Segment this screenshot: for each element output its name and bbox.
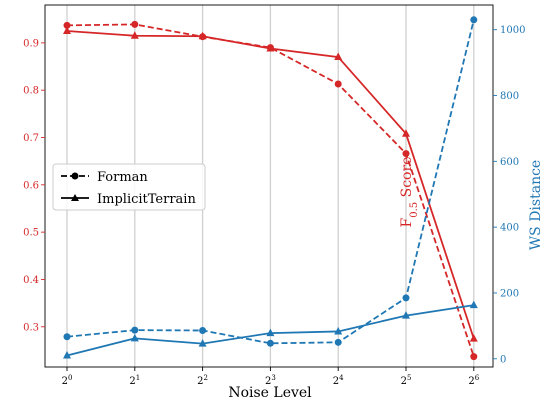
series-1-point-4 (334, 52, 343, 61)
series-2-point-4 (334, 338, 342, 346)
x-tick-label-1: 21 (129, 374, 140, 387)
series-3-point-5 (402, 311, 410, 319)
right-tick-label-4: 800 (500, 91, 519, 102)
legend-forman-label: Forman (97, 170, 148, 185)
series-1-point-0 (63, 26, 71, 35)
left-tick-label-0: 0.3 (23, 322, 39, 333)
x-tick-label-3: 23 (265, 374, 276, 387)
right-tick-label-2: 400 (500, 223, 519, 234)
right-tick-label-5: 1000 (500, 25, 525, 36)
right-tick-label-3: 600 (500, 157, 519, 168)
left-axis-label-main: F (399, 217, 415, 227)
left-tick-label-1: 0.4 (23, 275, 39, 286)
series-0-point-5 (402, 150, 410, 158)
series-2-point-3 (266, 339, 274, 347)
series-1-point-1 (130, 31, 139, 39)
left-tick-label-2: 0.5 (23, 228, 39, 239)
series-1-point-3 (266, 44, 275, 52)
left-axis-label-sub: 0.5 (409, 202, 420, 218)
legend-box (52, 163, 206, 211)
right-tick-label-0: 0 (500, 354, 506, 365)
series-1-point-5 (402, 129, 410, 137)
axes (44, 4, 494, 368)
series-0-point-0 (63, 21, 71, 29)
x-axis-label: Noise Level (228, 385, 312, 401)
right-tick-label-1: 200 (500, 288, 519, 299)
series-2-point-1 (131, 326, 139, 334)
series-0-point-4 (334, 80, 342, 88)
x-tick-label-2: 22 (197, 374, 208, 387)
series-0-point-1 (131, 20, 139, 28)
series-group (63, 16, 478, 361)
left-tick-label-4: 0.7 (23, 133, 39, 144)
plot-frame (44, 4, 494, 368)
legend: Forman ImplicitTerrain (52, 163, 206, 211)
left-axis-label-rest: Score (399, 157, 415, 202)
legend-implicitterrain-label: ImplicitTerrain (97, 192, 196, 207)
series-1-point-6 (469, 334, 478, 342)
x-tick-label-6: 26 (468, 374, 479, 387)
legend-forman-marker (71, 172, 79, 180)
left-tick-label-5: 0.8 (23, 86, 39, 97)
right-axis-label: WS Distance (528, 160, 540, 250)
left-tick-label-6: 0.9 (23, 38, 39, 49)
series-2-point-0 (63, 333, 71, 341)
series-3-point-2 (198, 339, 207, 347)
series-3-point-6 (469, 300, 478, 309)
series-2-point-6 (470, 16, 478, 24)
series-2-point-5 (402, 294, 410, 302)
series-3-point-4 (334, 326, 343, 335)
ticks: 20 21 22 23 24 25 26 0.3 0.4 0.5 0.6 0.7 0.8 0.9 0 200 4… (23, 25, 525, 387)
series-3-point-3 (266, 328, 275, 337)
x-tick-label-4: 24 (333, 374, 344, 387)
x-tick-label-0: 20 (62, 374, 73, 387)
series-3-point-0 (63, 350, 71, 359)
series-2-point-2 (199, 326, 207, 334)
left-tick-label-3: 0.6 (23, 180, 39, 191)
left-axis-label: F0.5 Score (399, 157, 420, 228)
series-1-point-2 (198, 31, 207, 40)
legend-implicitterrain-marker (71, 194, 79, 201)
series-3-point-1 (130, 333, 139, 342)
x-tick-label-5: 25 (401, 374, 412, 387)
series-0-point-6 (470, 353, 478, 361)
